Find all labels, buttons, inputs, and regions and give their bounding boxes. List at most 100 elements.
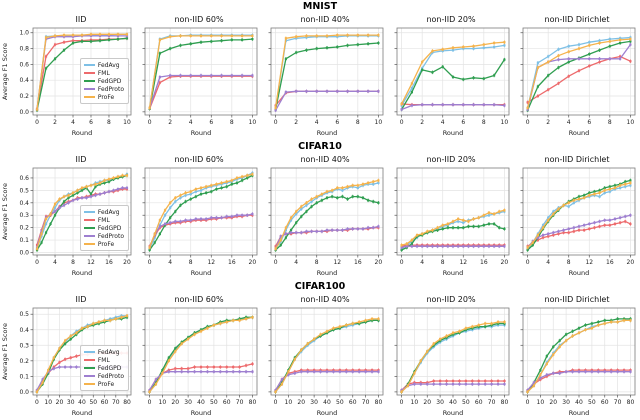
svg-text:10: 10 bbox=[159, 399, 167, 406]
chart-canvas: 0 10 20 30 40 50 60 70 80 Round bbox=[394, 307, 510, 417]
chart-title: non-IID 20% bbox=[426, 15, 476, 24]
chart-canvas: 0 10 20 30 40 50 60 70 80 Round bbox=[520, 307, 636, 417]
svg-text:30: 30 bbox=[184, 399, 192, 406]
svg-text:0: 0 bbox=[526, 399, 530, 406]
chart-CIFAR10-non-IID 60%: non-IID 60% 0 4 8 12 16 20 Round bbox=[136, 154, 262, 280]
chart-title: non-IID 40% bbox=[300, 295, 350, 304]
svg-text:70: 70 bbox=[236, 399, 244, 406]
svg-text:2: 2 bbox=[294, 119, 298, 126]
svg-text:4: 4 bbox=[441, 119, 445, 126]
chart-title: non-IID Dirichlet bbox=[544, 155, 610, 164]
legend-entry-ProFe: ProFe bbox=[83, 380, 124, 388]
svg-text:16: 16 bbox=[228, 259, 236, 266]
legend-entry-FML: FML bbox=[83, 69, 124, 77]
chart-canvas: 0 10 20 30 40 50 60 70 80 Round bbox=[142, 307, 258, 417]
chart-CIFAR10-non-IID 40%: non-IID 40% 0 4 8 12 16 20 Round bbox=[262, 154, 388, 280]
svg-text:0: 0 bbox=[400, 259, 404, 266]
svg-text:12: 12 bbox=[585, 259, 593, 266]
svg-text:50: 50 bbox=[210, 399, 218, 406]
chart-canvas: 0 4 8 12 16 20 Round bbox=[142, 167, 258, 277]
svg-text:4: 4 bbox=[294, 259, 298, 266]
svg-text:Round: Round bbox=[443, 269, 464, 277]
chart-title: IID bbox=[75, 155, 87, 164]
chart-MNIST-non-IID 20%: non-IID 20% 0 2 4 6 8 10 Round bbox=[388, 14, 514, 140]
svg-text:4: 4 bbox=[53, 259, 57, 266]
legend-label: FML bbox=[97, 216, 110, 224]
chart-CIFAR100-non-IID 60%: non-IID 60% 0 10 20 30 40 50 60 70 80 Round bbox=[136, 294, 262, 420]
chart-MNIST-IID: IID 0 2 4 6 8 10 0.0 0.2 0.4 0.6 0.8 1.0 Round Average… bbox=[0, 14, 136, 140]
legend-line-swatch bbox=[83, 64, 95, 66]
svg-text:Round: Round bbox=[317, 129, 338, 137]
legend-line-swatch bbox=[83, 243, 95, 245]
svg-text:0: 0 bbox=[400, 119, 404, 126]
svg-text:0.6: 0.6 bbox=[19, 175, 29, 182]
svg-text:4: 4 bbox=[168, 259, 172, 266]
legend-line-swatch bbox=[83, 219, 95, 221]
chart-CIFAR100-IID: IID 0 10 20 30 40 50 60 70 80 0.0 0.1 0.2 0.3 0.4 0.5 Ro… bbox=[0, 294, 136, 420]
svg-text:10: 10 bbox=[285, 399, 293, 406]
svg-text:8: 8 bbox=[315, 259, 319, 266]
svg-text:12: 12 bbox=[459, 259, 467, 266]
svg-text:8: 8 bbox=[189, 259, 193, 266]
svg-text:2: 2 bbox=[420, 119, 424, 126]
row-mnist: MNIST IID 0 2 4 6 8 10 0.0 0.2 0.4 0.6 0.8 1.0 Round A… bbox=[0, 0, 640, 140]
legend-entry-FedGPD: FedGPD bbox=[83, 77, 124, 85]
svg-text:10: 10 bbox=[44, 399, 52, 406]
svg-text:0: 0 bbox=[35, 259, 39, 266]
svg-text:0.1: 0.1 bbox=[19, 237, 29, 244]
svg-text:0.4: 0.4 bbox=[19, 327, 29, 334]
svg-text:2: 2 bbox=[168, 119, 172, 126]
svg-text:0: 0 bbox=[274, 399, 278, 406]
svg-text:30: 30 bbox=[562, 399, 570, 406]
svg-text:12: 12 bbox=[333, 259, 341, 266]
legend: FedAvg FML FedGPD FedProto ProFe bbox=[79, 205, 129, 251]
legend-line-swatch bbox=[83, 359, 95, 361]
svg-text:Round: Round bbox=[569, 269, 590, 277]
svg-text:10: 10 bbox=[627, 119, 635, 126]
svg-text:0.2: 0.2 bbox=[19, 358, 29, 365]
svg-text:Round: Round bbox=[191, 269, 212, 277]
svg-text:0: 0 bbox=[148, 399, 152, 406]
svg-text:20: 20 bbox=[501, 259, 509, 266]
legend-label: ProFe bbox=[97, 240, 115, 248]
svg-text:70: 70 bbox=[614, 399, 622, 406]
svg-text:40: 40 bbox=[575, 399, 583, 406]
chart-title: non-IID 40% bbox=[300, 155, 350, 164]
svg-text:20: 20 bbox=[549, 399, 557, 406]
svg-text:0.5: 0.5 bbox=[19, 311, 29, 318]
chart-MNIST-non-IID 40%: non-IID 40% 0 2 4 6 8 10 Round bbox=[262, 14, 388, 140]
svg-text:20: 20 bbox=[423, 399, 431, 406]
chart-title: non-IID 40% bbox=[300, 15, 350, 24]
svg-text:0.4: 0.4 bbox=[19, 200, 29, 207]
chart-title: non-IID 20% bbox=[426, 295, 476, 304]
svg-text:10: 10 bbox=[501, 119, 509, 126]
svg-text:1.0: 1.0 bbox=[19, 30, 29, 37]
svg-text:Round: Round bbox=[72, 409, 93, 417]
svg-text:50: 50 bbox=[336, 399, 344, 406]
svg-text:Average F1 Score: Average F1 Score bbox=[1, 43, 9, 100]
legend-entry-FML: FML bbox=[83, 216, 124, 224]
svg-text:Round: Round bbox=[443, 129, 464, 137]
svg-text:80: 80 bbox=[123, 399, 131, 406]
svg-text:0.0: 0.0 bbox=[19, 250, 29, 257]
legend-line-swatch bbox=[83, 72, 95, 74]
charts-mnist: IID 0 2 4 6 8 10 0.0 0.2 0.4 0.6 0.8 1.0 Round Average… bbox=[0, 14, 640, 140]
svg-text:2: 2 bbox=[546, 119, 550, 126]
svg-text:60: 60 bbox=[475, 399, 483, 406]
svg-text:8: 8 bbox=[356, 119, 360, 126]
svg-text:8: 8 bbox=[441, 259, 445, 266]
legend-label: FedProto bbox=[97, 232, 124, 240]
svg-text:8: 8 bbox=[230, 119, 234, 126]
row-cifar100: CIFAR100 IID 0 10 20 30 40 50 60 70 80 0.0 0.1 0.2 0.… bbox=[0, 280, 640, 420]
svg-text:4: 4 bbox=[546, 259, 550, 266]
svg-text:50: 50 bbox=[89, 399, 97, 406]
svg-text:0: 0 bbox=[526, 119, 530, 126]
legend-label: FedAvg bbox=[97, 61, 120, 69]
svg-text:4: 4 bbox=[567, 119, 571, 126]
svg-text:70: 70 bbox=[362, 399, 370, 406]
legend-line-swatch bbox=[83, 227, 95, 229]
svg-text:0: 0 bbox=[526, 259, 530, 266]
charts-cifar100: IID 0 10 20 30 40 50 60 70 80 0.0 0.1 0.2 0.3 0.4 0.5 Ro… bbox=[0, 294, 640, 420]
legend-entry-FedProto: FedProto bbox=[83, 372, 124, 380]
svg-text:0.2: 0.2 bbox=[19, 225, 29, 232]
